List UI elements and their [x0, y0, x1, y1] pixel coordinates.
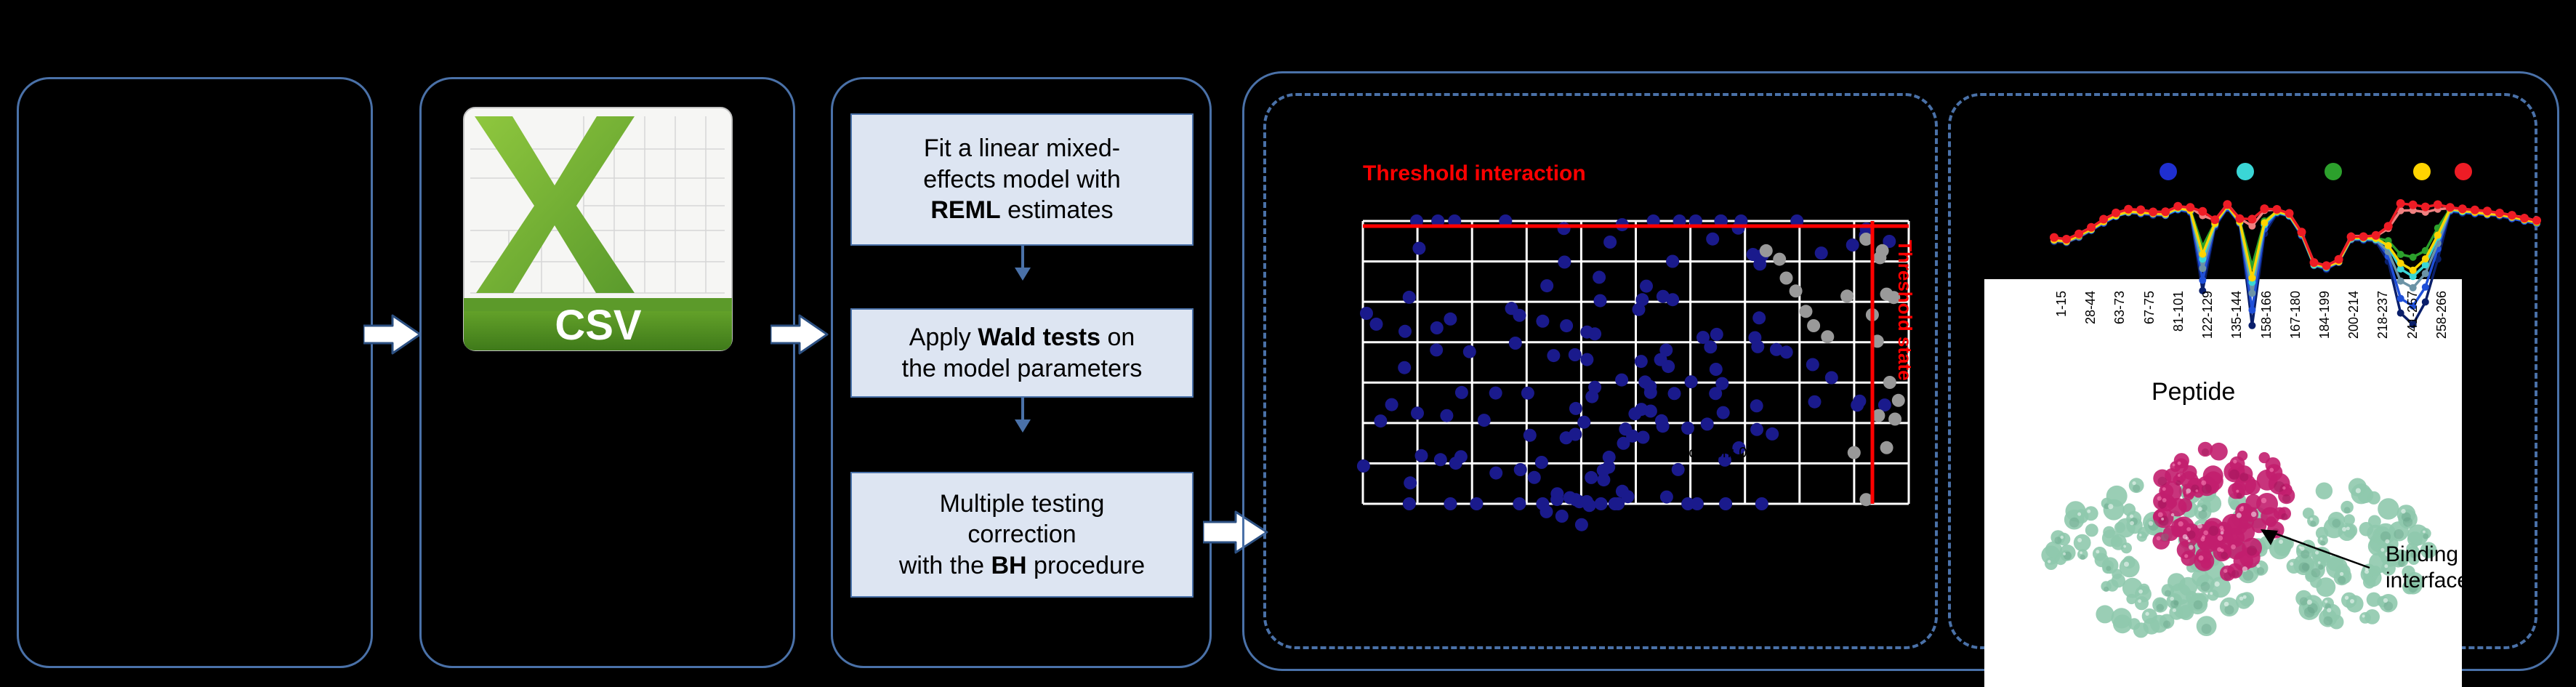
- svg-text:CSV: CSV: [555, 302, 642, 349]
